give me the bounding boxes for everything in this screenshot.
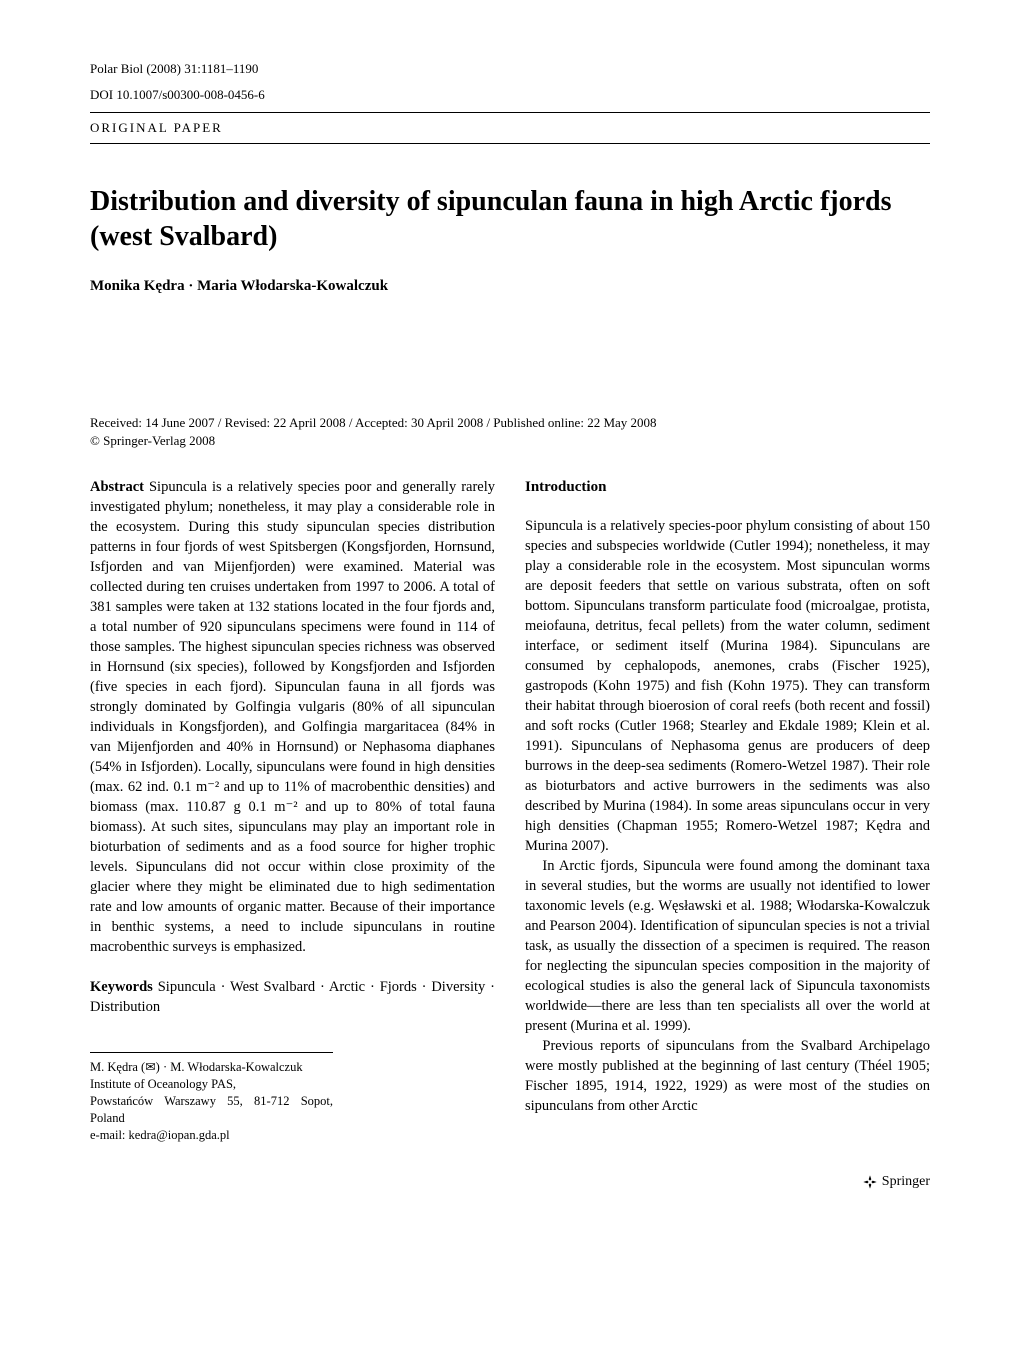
section-label: ORIGINAL PAPER — [90, 120, 223, 135]
authors: Monika Kędra · Maria Włodarska-Kowalczuk — [90, 278, 930, 295]
publisher-name: Springer — [882, 1174, 930, 1190]
left-column: Abstract Sipuncula is a relatively speci… — [90, 477, 495, 1143]
doi-line: DOI 10.1007/s00300-008-0456-6 — [90, 86, 930, 104]
right-column: Introduction Sipuncula is a relatively s… — [525, 477, 930, 1143]
affil-email: e-mail: kedra@iopan.gda.pl — [90, 1127, 333, 1144]
section-label-bar: ORIGINAL PAPER — [90, 112, 930, 144]
two-column-layout: Abstract Sipuncula is a relatively speci… — [90, 477, 930, 1143]
abstract-text: Sipuncula is a relatively species poor a… — [90, 479, 495, 955]
intro-p3: Previous reports of sipunculans from the… — [525, 1036, 930, 1116]
abstract-label: Abstract — [90, 479, 144, 495]
copyright: © Springer-Verlag 2008 — [90, 433, 930, 449]
intro-p1: Sipuncula is a relatively species-poor p… — [525, 516, 930, 856]
abstract-paragraph: Abstract Sipuncula is a relatively speci… — [90, 477, 495, 957]
affil-authors: M. Kędra (✉) · M. Włodarska-Kowalczuk — [90, 1059, 333, 1076]
introduction-heading: Introduction — [525, 477, 930, 498]
article-dates: Received: 14 June 2007 / Revised: 22 Apr… — [90, 415, 930, 431]
springer-icon — [862, 1174, 878, 1190]
footer: Springer — [90, 1174, 930, 1195]
affil-institute: Institute of Oceanology PAS, — [90, 1076, 333, 1093]
keywords-line: Keywords Sipuncula · West Svalbard · Arc… — [90, 977, 495, 1017]
affiliation-block: M. Kędra (✉) · M. Włodarska-Kowalczuk In… — [90, 1052, 333, 1143]
affil-address: Powstańców Warszawy 55, 81-712 Sopot, Po… — [90, 1093, 333, 1127]
article-title: Distribution and diversity of sipunculan… — [90, 184, 930, 254]
keywords-label: Keywords — [90, 979, 153, 995]
intro-p2: In Arctic fjords, Sipuncula were found a… — [525, 856, 930, 1036]
publisher-logo: Springer — [862, 1174, 930, 1190]
affil-line1-text: M. Kędra (✉) · M. Włodarska-Kowalczuk — [90, 1060, 303, 1074]
journal-line: Polar Biol (2008) 31:1181–1190 — [90, 60, 930, 78]
